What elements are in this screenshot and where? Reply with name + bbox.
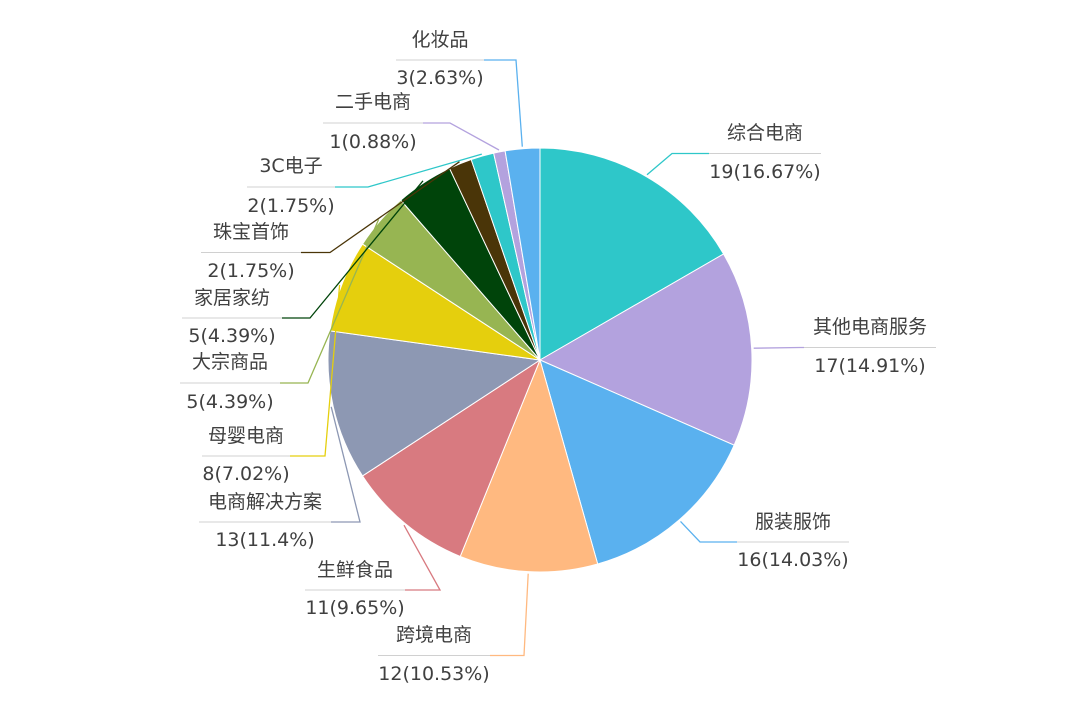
slice-name-label-5: 电商解决方案 <box>208 491 322 513</box>
slice-value-label-12: 3(2.63%) <box>396 67 483 89</box>
slice-name-label-6: 母婴电商 <box>208 425 284 447</box>
leader-line-3 <box>490 573 529 657</box>
slice-value-label-9: 2(1.75%) <box>207 260 294 282</box>
slice-value-label-6: 8(7.02%) <box>202 463 289 485</box>
slice-value-label-8: 5(4.39%) <box>188 325 275 347</box>
slice-name-label-1: 其他电商服务 <box>813 316 927 338</box>
leader-line-8 <box>282 180 424 319</box>
slice-value-label-0: 19(16.67%) <box>709 161 820 183</box>
slice-name-label-4: 生鲜食品 <box>317 559 393 581</box>
slice-value-label-7: 5(4.39%) <box>186 391 273 413</box>
leader-line-11 <box>423 122 500 151</box>
pie-slice-3 <box>459 358 599 573</box>
leader-line-6 <box>290 284 341 457</box>
leader-line-7 <box>280 219 380 384</box>
pie-slice-2 <box>539 359 735 565</box>
slice-value-label-3: 12(10.53%) <box>378 663 489 685</box>
slice-name-label-12: 化妆品 <box>411 29 468 51</box>
slice-name-label-3: 跨境电商 <box>396 624 472 646</box>
pie-slice-5 <box>327 330 542 477</box>
leader-line-0 <box>646 152 709 176</box>
pie-slice-1 <box>538 253 753 446</box>
leader-line-10 <box>335 153 482 188</box>
slice-name-label-11: 二手电商 <box>335 91 411 113</box>
pie-slice-4 <box>361 358 542 558</box>
slice-name-label-10: 3C电子 <box>259 155 322 177</box>
leader-line-12 <box>484 59 523 147</box>
leader-line-9 <box>301 161 460 254</box>
slice-value-label-2: 16(14.03%) <box>737 549 848 571</box>
slice-name-label-9: 珠宝首饰 <box>213 221 289 243</box>
slice-name-label-2: 服装服饰 <box>755 511 831 533</box>
pie-slice-0 <box>539 147 725 361</box>
slice-name-label-0: 综合电商 <box>727 122 803 144</box>
slice-value-label-4: 11(9.65%) <box>305 597 404 619</box>
leader-line-5 <box>330 406 361 523</box>
leader-line-2 <box>680 520 737 543</box>
slice-value-label-5: 13(11.4%) <box>215 529 314 551</box>
slice-name-label-7: 大宗商品 <box>192 351 268 373</box>
slice-value-label-11: 1(0.88%) <box>329 131 416 153</box>
leader-line-4 <box>403 524 442 591</box>
slice-name-label-8: 家居家纺 <box>194 287 270 309</box>
pie-slice-12 <box>504 147 541 361</box>
leader-line-1 <box>753 346 804 349</box>
slice-value-label-10: 2(1.75%) <box>247 195 334 217</box>
slice-value-label-1: 17(14.91%) <box>814 355 925 377</box>
